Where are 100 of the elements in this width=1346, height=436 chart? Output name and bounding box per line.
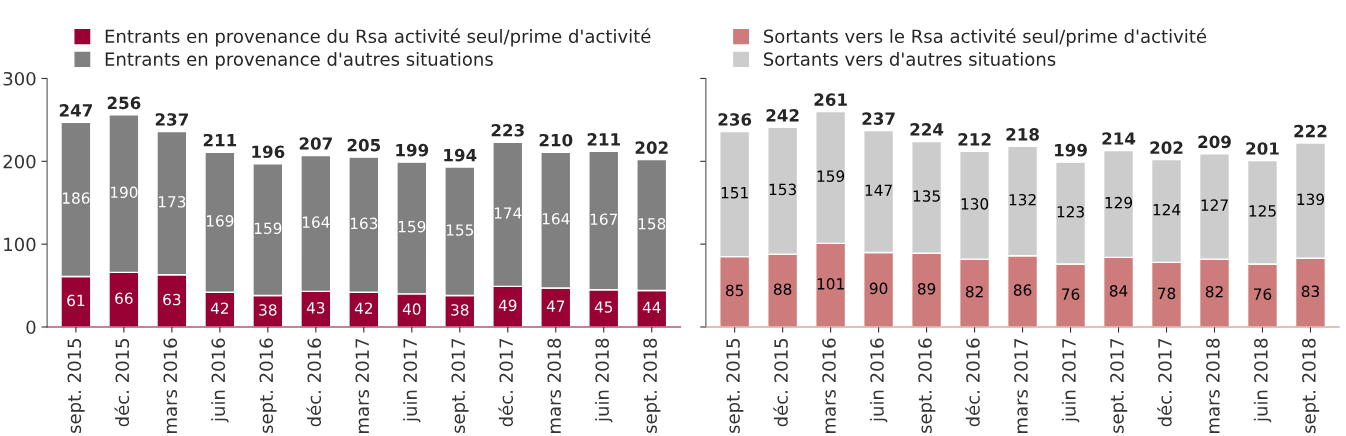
x-tick-label: juin 2018 [595, 338, 613, 423]
x-tick-label: déc. 2015 [773, 339, 788, 427]
total-label: 212 [958, 133, 991, 146]
data-label: 101 [817, 278, 844, 290]
data-label: 132 [1009, 193, 1036, 206]
total-label: 199 [396, 143, 429, 157]
legend-label: Entrants en provenance d'autres situations [105, 51, 493, 70]
x-tick-label: sept. 2017 [451, 338, 469, 433]
x-tick-label: sept. 2017 [1110, 338, 1128, 433]
data-label: 76 [1062, 288, 1080, 300]
data-label: 83 [1301, 285, 1319, 298]
x-tick-label: sept. 2016 [918, 338, 936, 433]
total-label: 237 [155, 113, 188, 126]
data-label: 89 [917, 283, 936, 295]
y-tick-label: 300 [3, 71, 36, 86]
x-tick-label: mars 2016 [822, 338, 836, 433]
total-label: 224 [910, 123, 944, 136]
data-label: 151 [721, 187, 748, 199]
total-label: 202 [1150, 141, 1183, 154]
total-label: 211 [203, 133, 237, 147]
total-label: 242 [766, 109, 799, 122]
data-label: 159 [817, 170, 845, 182]
data-label: 86 [1013, 284, 1032, 296]
x-tick-label: juin 2017 [403, 338, 421, 423]
data-label: 174 [494, 207, 522, 219]
x-tick-label: mars 2017 [355, 338, 370, 433]
total-label: 209 [1198, 135, 1231, 149]
total-label: 205 [347, 138, 381, 152]
data-label: 155 [446, 224, 474, 236]
data-label: 42 [210, 302, 229, 314]
total-label: 202 [635, 141, 668, 154]
total-label: 222 [1294, 124, 1327, 138]
x-tick-label: déc. 2016 [965, 338, 980, 427]
x-tick-label: déc. 2016 [306, 338, 322, 427]
data-label: 159 [398, 220, 426, 233]
total-label: 199 [1055, 143, 1087, 157]
data-label: 147 [865, 184, 892, 196]
data-label: 66 [115, 292, 133, 305]
x-tick-label: juin 2017 [1061, 338, 1080, 423]
data-label: 135 [913, 190, 940, 202]
data-label: 82 [965, 285, 983, 298]
data-label: 78 [1158, 287, 1176, 300]
data-label: 45 [594, 301, 613, 313]
total-label: 223 [491, 123, 524, 137]
x-tick-label: déc. 2017 [498, 338, 514, 427]
data-label: 90 [869, 282, 888, 295]
data-label: 159 [254, 222, 282, 235]
total-label: 236 [718, 113, 752, 126]
x-tick-label: juin 2016 [869, 338, 888, 423]
data-label: 123 [1057, 205, 1084, 218]
data-label: 153 [769, 183, 796, 196]
x-tick-label: sept. 2016 [259, 338, 277, 433]
total-label: 210 [539, 133, 573, 147]
data-label: 84 [1109, 285, 1128, 297]
x-tick-label: sept. 2018 [643, 338, 661, 433]
data-label: 164 [542, 213, 570, 225]
data-label: 130 [961, 198, 989, 210]
total-label: 207 [299, 137, 332, 150]
total-label: 194 [444, 148, 477, 162]
legend-label: Entrants en provenance du Rsa activité seul/prime d'activité [105, 28, 651, 47]
total-label: 211 [587, 133, 620, 146]
data-label: 61 [67, 294, 85, 307]
total-label: 218 [1006, 128, 1039, 141]
legend-label: Sortants vers le Rsa activité seul/prime d'activité [763, 28, 1207, 47]
data-label: 38 [451, 304, 469, 316]
data-label: 139 [1297, 193, 1324, 206]
data-label: 42 [354, 302, 373, 314]
data-label: 158 [638, 217, 666, 230]
total-label: 256 [107, 96, 141, 110]
data-label: 47 [546, 300, 565, 312]
total-label: 247 [59, 104, 92, 117]
total-label: 261 [814, 93, 847, 106]
x-tick-label: sept. 2018 [1302, 338, 1320, 433]
x-tick-label: sept. 2015 [726, 338, 744, 433]
x-tick-label: déc. 2015 [114, 339, 130, 427]
data-label: 125 [1249, 205, 1276, 217]
data-label: 164 [302, 216, 330, 228]
data-label: 63 [163, 293, 181, 306]
x-tick-label: mars 2018 [547, 338, 561, 433]
data-label: 169 [206, 215, 234, 227]
total-label: 201 [1246, 142, 1279, 155]
data-label: 76 [1254, 288, 1272, 300]
data-label: 85 [725, 284, 744, 297]
total-label: 214 [1102, 132, 1136, 145]
data-label: 38 [259, 304, 277, 316]
y-tick-label: 100 [4, 237, 36, 252]
data-label: 82 [1205, 285, 1223, 298]
y-tick-label: 200 [3, 154, 36, 169]
y-tick-label: 0 [26, 320, 36, 335]
data-label: 173 [158, 196, 186, 208]
data-label: 88 [773, 283, 792, 295]
x-tick-label: mars 2017 [1014, 338, 1028, 433]
data-label: 124 [1153, 203, 1181, 216]
data-label: 43 [306, 302, 325, 314]
legend-label: Sortants vers d'autres situations [763, 51, 1056, 66]
data-label: 44 [642, 301, 661, 313]
data-label: 49 [498, 299, 517, 312]
x-tick-label: juin 2018 [1253, 338, 1272, 423]
data-label: 127 [1201, 199, 1228, 211]
total-label: 196 [252, 145, 285, 159]
